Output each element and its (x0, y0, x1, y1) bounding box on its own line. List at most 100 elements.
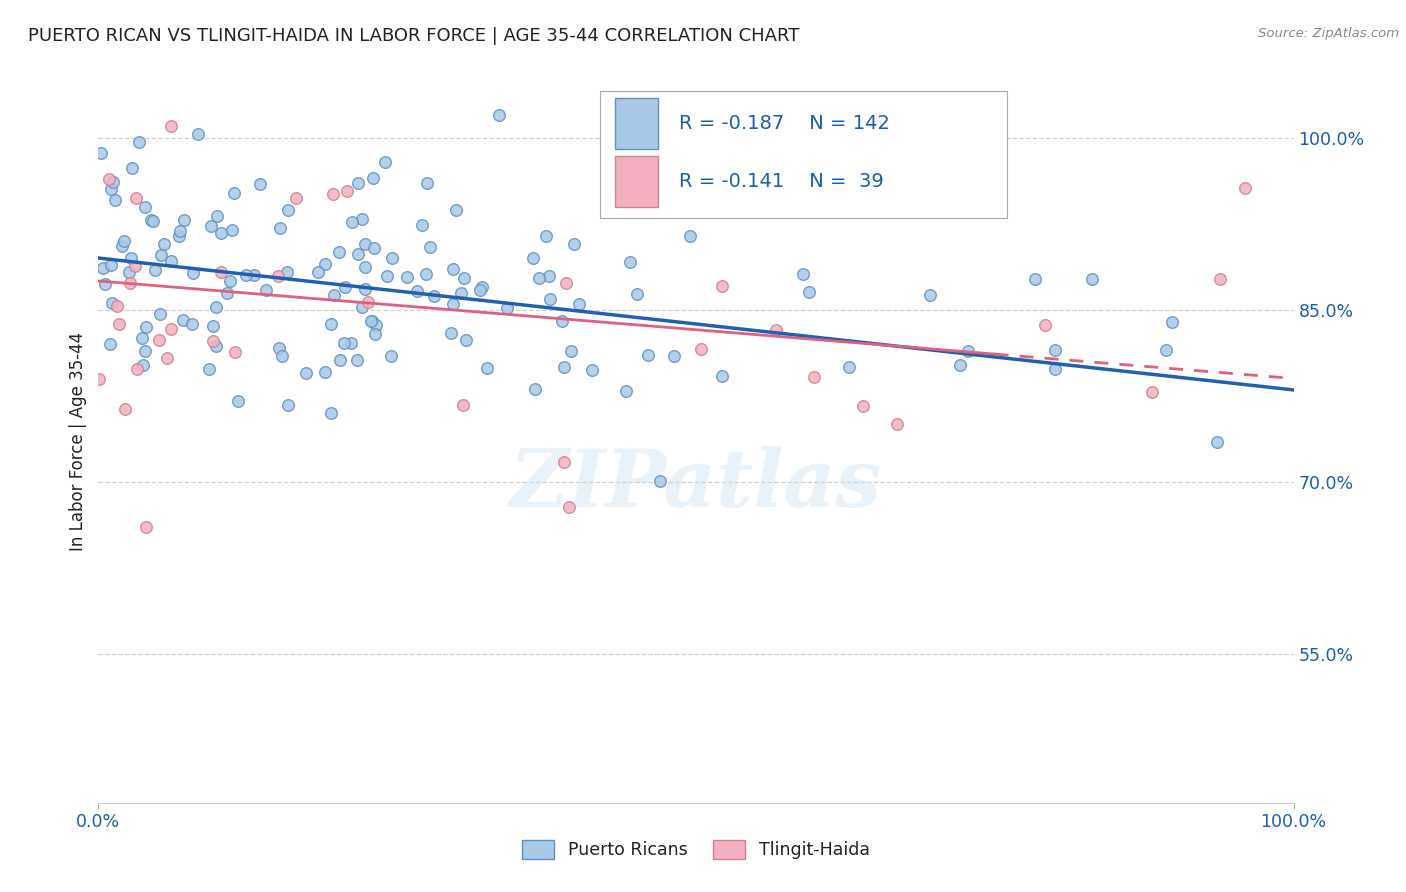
Point (143, 263, 166, 277)
Point (321, 318, 343, 332)
Point (98, 337, 121, 351)
Point (451, 398, 474, 412)
Point (363, 241, 385, 255)
Point (354, 237, 377, 252)
Point (294, 366, 316, 380)
Point (205, 339, 228, 353)
Point (918, 288, 941, 302)
Point (488, 108, 510, 122)
Point (648, 475, 671, 489)
Point (797, 285, 820, 300)
Point (522, 252, 544, 266)
Text: R = -0.187    N = 142: R = -0.187 N = 142 (679, 114, 890, 133)
Point (219, 274, 242, 288)
Point (477, 361, 499, 376)
Point (226, 394, 249, 409)
Point (558, 500, 581, 515)
Point (1233, 181, 1256, 195)
Point (89, 372, 111, 386)
Point (120, 251, 142, 265)
Point (254, 283, 277, 297)
Point (1206, 435, 1229, 450)
Point (375, 268, 398, 283)
Point (103, 175, 125, 189)
Point (637, 348, 659, 362)
Point (538, 292, 561, 306)
Point (336, 184, 359, 198)
Point (267, 341, 290, 355)
Point (562, 236, 585, 251)
Point (314, 365, 336, 379)
Point (537, 268, 560, 283)
Point (100, 182, 122, 196)
Point (328, 244, 350, 259)
Point (1209, 272, 1232, 286)
Point (105, 299, 128, 313)
Point (222, 186, 245, 200)
Point (135, 320, 157, 334)
Point (307, 264, 329, 278)
Point (468, 283, 491, 297)
Point (366, 318, 388, 332)
Point (346, 247, 368, 261)
Point (340, 214, 363, 228)
Point (100, 258, 122, 272)
Point (1043, 343, 1066, 357)
Point (350, 300, 373, 314)
Point (277, 398, 299, 412)
Point (364, 326, 387, 341)
Point (148, 333, 170, 347)
Point (411, 219, 433, 233)
Point (1081, 272, 1104, 286)
Point (134, 200, 156, 214)
Point (346, 352, 368, 367)
Point (354, 282, 377, 296)
Point (662, 350, 685, 364)
Point (243, 268, 266, 283)
Point (1154, 343, 1177, 357)
Point (160, 254, 183, 268)
Point (581, 363, 603, 377)
Text: R = -0.141    N =  39: R = -0.141 N = 39 (679, 172, 884, 191)
FancyBboxPatch shape (614, 156, 658, 207)
Y-axis label: In Labor Force | Age 35-44: In Labor Force | Age 35-44 (69, 332, 87, 551)
Point (209, 227, 232, 241)
Point (269, 220, 291, 235)
Point (766, 119, 789, 133)
Text: PUERTO RICAN VS TLINGIT-HAIDA IN LABOR FORCE | AGE 35-44 CORRELATION CHART: PUERTO RICAN VS TLINGIT-HAIDA IN LABOR F… (28, 27, 800, 45)
Point (568, 296, 591, 310)
Point (333, 335, 356, 350)
Point (118, 265, 141, 279)
Point (852, 399, 875, 413)
Point (142, 214, 165, 228)
Point (167, 228, 190, 243)
Point (107, 318, 129, 332)
Point (181, 317, 204, 331)
Point (441, 296, 464, 310)
Point (690, 343, 713, 357)
Point (204, 300, 226, 314)
Point (360, 314, 382, 328)
Point (679, 229, 702, 244)
Point (270, 349, 292, 363)
Point (134, 343, 156, 358)
Point (560, 344, 582, 359)
Point (496, 301, 519, 315)
Point (94, 277, 117, 292)
Point (527, 271, 550, 285)
Point (765, 323, 787, 337)
FancyBboxPatch shape (600, 91, 1007, 218)
Point (357, 295, 380, 310)
Point (224, 345, 246, 359)
Point (183, 266, 205, 280)
Point (1024, 272, 1046, 286)
Point (956, 344, 979, 359)
Point (314, 257, 336, 271)
Point (335, 279, 357, 293)
Point (553, 455, 575, 469)
Point (156, 351, 179, 365)
Point (346, 176, 368, 190)
Point (1033, 318, 1056, 332)
Point (173, 212, 195, 227)
Point (319, 407, 342, 421)
